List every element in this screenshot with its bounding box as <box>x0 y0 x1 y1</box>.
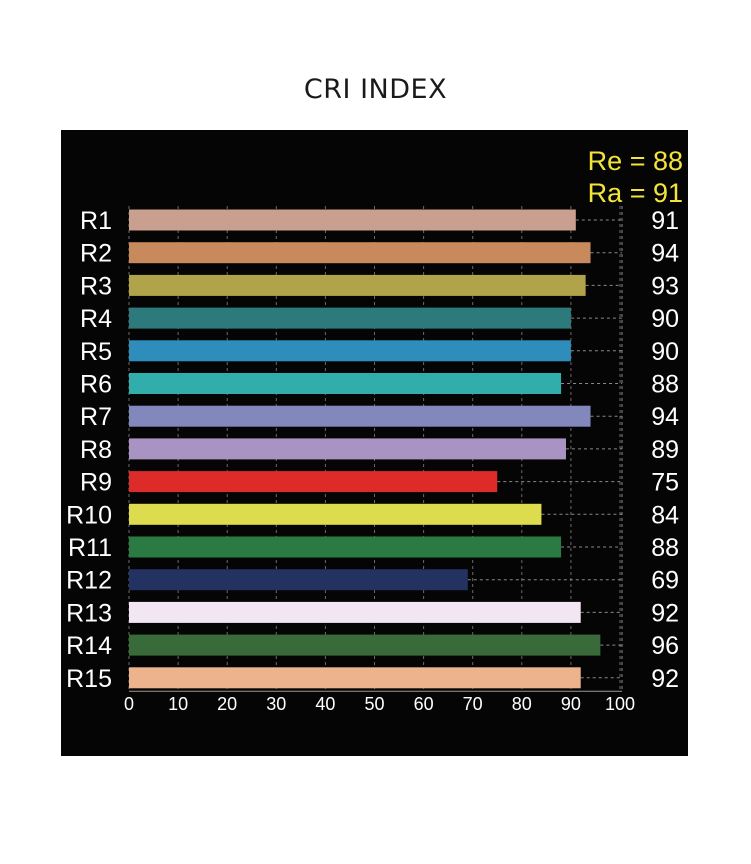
value-label: 75 <box>651 469 679 497</box>
value-label: 92 <box>651 665 679 693</box>
x-tick-label: 90 <box>561 694 581 714</box>
bar-r2 <box>129 242 591 264</box>
category-label: R5 <box>80 338 112 366</box>
value-label: 88 <box>651 534 679 562</box>
bar-r10 <box>129 503 542 525</box>
x-tick-label: 20 <box>217 694 237 714</box>
category-label: R10 <box>66 501 112 529</box>
category-label: R12 <box>66 567 112 595</box>
x-tick-label: 60 <box>414 694 434 714</box>
value-label: 90 <box>651 305 679 333</box>
value-label: 88 <box>651 371 679 399</box>
bar-r13 <box>129 601 581 623</box>
value-label: 91 <box>651 207 679 235</box>
value-label: 94 <box>651 240 679 268</box>
value-label: 93 <box>651 272 679 300</box>
bar-r5 <box>129 340 571 362</box>
value-label: 90 <box>651 338 679 366</box>
bar-r8 <box>129 438 566 460</box>
bar-r1 <box>129 209 576 231</box>
chart-title: CRI INDEX <box>303 74 448 105</box>
x-tick-label: 40 <box>315 694 335 714</box>
category-label: R8 <box>80 436 112 464</box>
value-label: 96 <box>651 632 679 660</box>
bar-r3 <box>129 274 586 296</box>
bar-r7 <box>129 405 591 427</box>
re-value-label: Re = 88 <box>588 146 683 176</box>
x-tick-label: 70 <box>463 694 483 714</box>
category-label: R7 <box>80 403 112 431</box>
value-label: 89 <box>651 436 679 464</box>
x-tick-label: 10 <box>168 694 188 714</box>
x-tick-label: 30 <box>266 694 286 714</box>
category-label: R3 <box>80 272 112 300</box>
bar-r11 <box>129 536 562 558</box>
category-label: R2 <box>80 240 112 268</box>
x-tick-label: 80 <box>512 694 532 714</box>
x-tick-label: 50 <box>364 694 384 714</box>
bar-r9 <box>129 471 498 493</box>
category-label: R13 <box>66 599 112 627</box>
ra-value-label: Ra = 91 <box>588 178 683 208</box>
bar-r14 <box>129 634 601 656</box>
category-label: R1 <box>80 207 112 235</box>
value-label: 94 <box>651 403 679 431</box>
category-label: R9 <box>80 469 112 497</box>
bar-r12 <box>129 569 468 591</box>
x-tick-label: 0 <box>124 694 134 714</box>
category-label: R11 <box>68 534 112 562</box>
bar-r15 <box>129 667 581 689</box>
category-label: R14 <box>66 632 112 660</box>
x-tick-label: 100 <box>605 694 635 714</box>
category-label: R4 <box>80 305 112 333</box>
value-label: 69 <box>651 567 679 595</box>
value-label: 92 <box>651 599 679 627</box>
value-label: 84 <box>651 501 679 529</box>
bar-r4 <box>129 307 571 329</box>
category-label: R15 <box>66 665 112 693</box>
bar-r6 <box>129 373 562 394</box>
category-label: R6 <box>80 371 112 399</box>
